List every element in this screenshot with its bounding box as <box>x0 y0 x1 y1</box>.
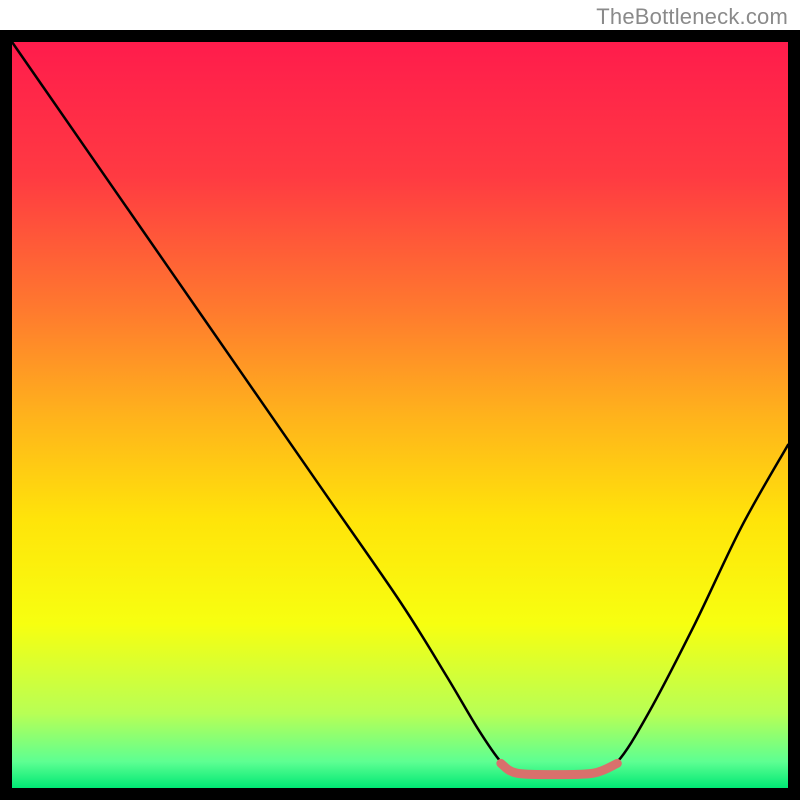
chart-container: TheBottleneck.com <box>0 0 800 800</box>
watermark-text: TheBottleneck.com <box>596 4 788 30</box>
plot-background <box>12 42 788 788</box>
bottleneck-chart <box>0 0 800 800</box>
